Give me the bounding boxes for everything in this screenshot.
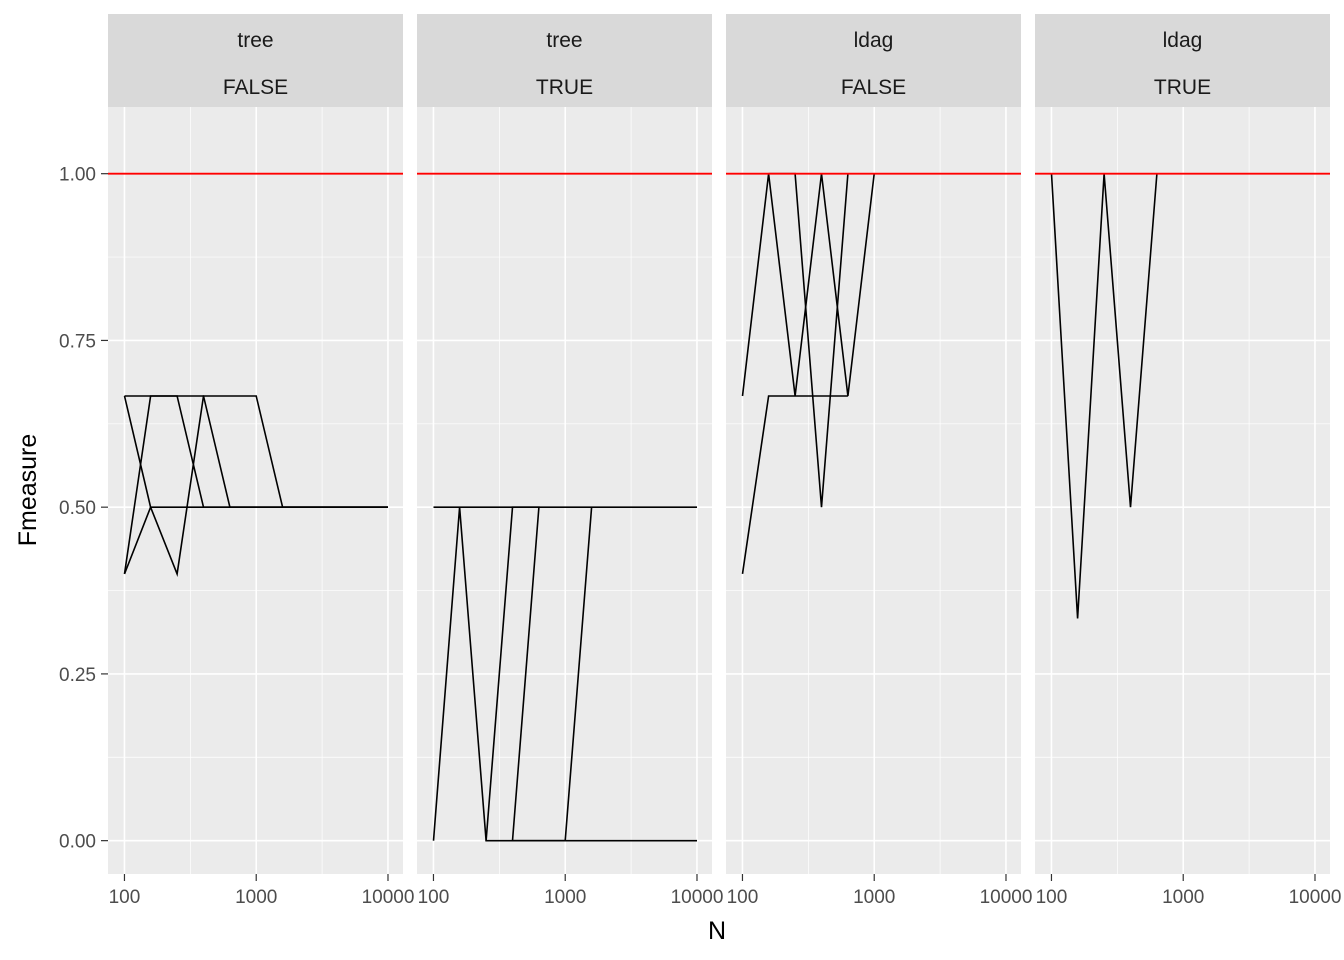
facet-strip-label: TRUE [1154, 76, 1211, 99]
x-tick-label: 100 [1036, 887, 1068, 908]
facet-strip-label: FALSE [223, 76, 288, 99]
facet-strip-label: ldag [1163, 29, 1203, 52]
facet-strip [417, 14, 712, 107]
facet-strip-label: FALSE [841, 76, 906, 99]
facet-strip-label: tree [237, 29, 273, 52]
facet-panel-4: ldag TRUE 100 1000 10000 [1035, 14, 1341, 908]
y-tick-label: 1.00 [59, 165, 96, 186]
x-tick-label: 10000 [671, 887, 724, 908]
x-tick-label: 100 [418, 887, 450, 908]
x-tick-label: 1000 [1162, 887, 1204, 908]
x-tick-label: 10000 [980, 887, 1033, 908]
y-axis-title: Fmeasure [14, 434, 42, 547]
facet-strip-label: tree [546, 29, 582, 52]
facet-strip-label: TRUE [536, 76, 593, 99]
series-line-4 [123, 395, 388, 577]
facet-panel-2: tree TRUE 100 1000 10000 [417, 14, 723, 908]
facet-panel-1: tree FALSE 100 1000 10000 [108, 14, 414, 908]
x-axis-title: N [708, 917, 726, 945]
y-tick-label: 0.75 [59, 331, 96, 352]
series-line-1 [741, 173, 875, 397]
y-tick-label: 0.25 [59, 665, 96, 686]
y-tick-label: 0.50 [59, 498, 96, 519]
x-tick-label: 10000 [1289, 887, 1342, 908]
x-tick-label: 100 [727, 887, 759, 908]
x-tick-label: 10000 [362, 887, 415, 908]
facet-strip [108, 14, 403, 107]
facet-panel-3: ldag FALSE 100 1000 10000 [726, 14, 1032, 908]
series-line-3 [485, 506, 593, 842]
facet-strip [1035, 14, 1330, 107]
x-tick-label: 1000 [544, 887, 586, 908]
facet-strip [726, 14, 1021, 107]
x-tick-label: 1000 [853, 887, 895, 908]
series-line-1 [432, 507, 697, 842]
series-line-2 [741, 395, 848, 575]
facet-strip-label: ldag [854, 29, 894, 52]
y-tick-label: 0.00 [59, 832, 96, 853]
x-tick-label: 1000 [235, 887, 277, 908]
x-tick-label: 100 [109, 887, 141, 908]
